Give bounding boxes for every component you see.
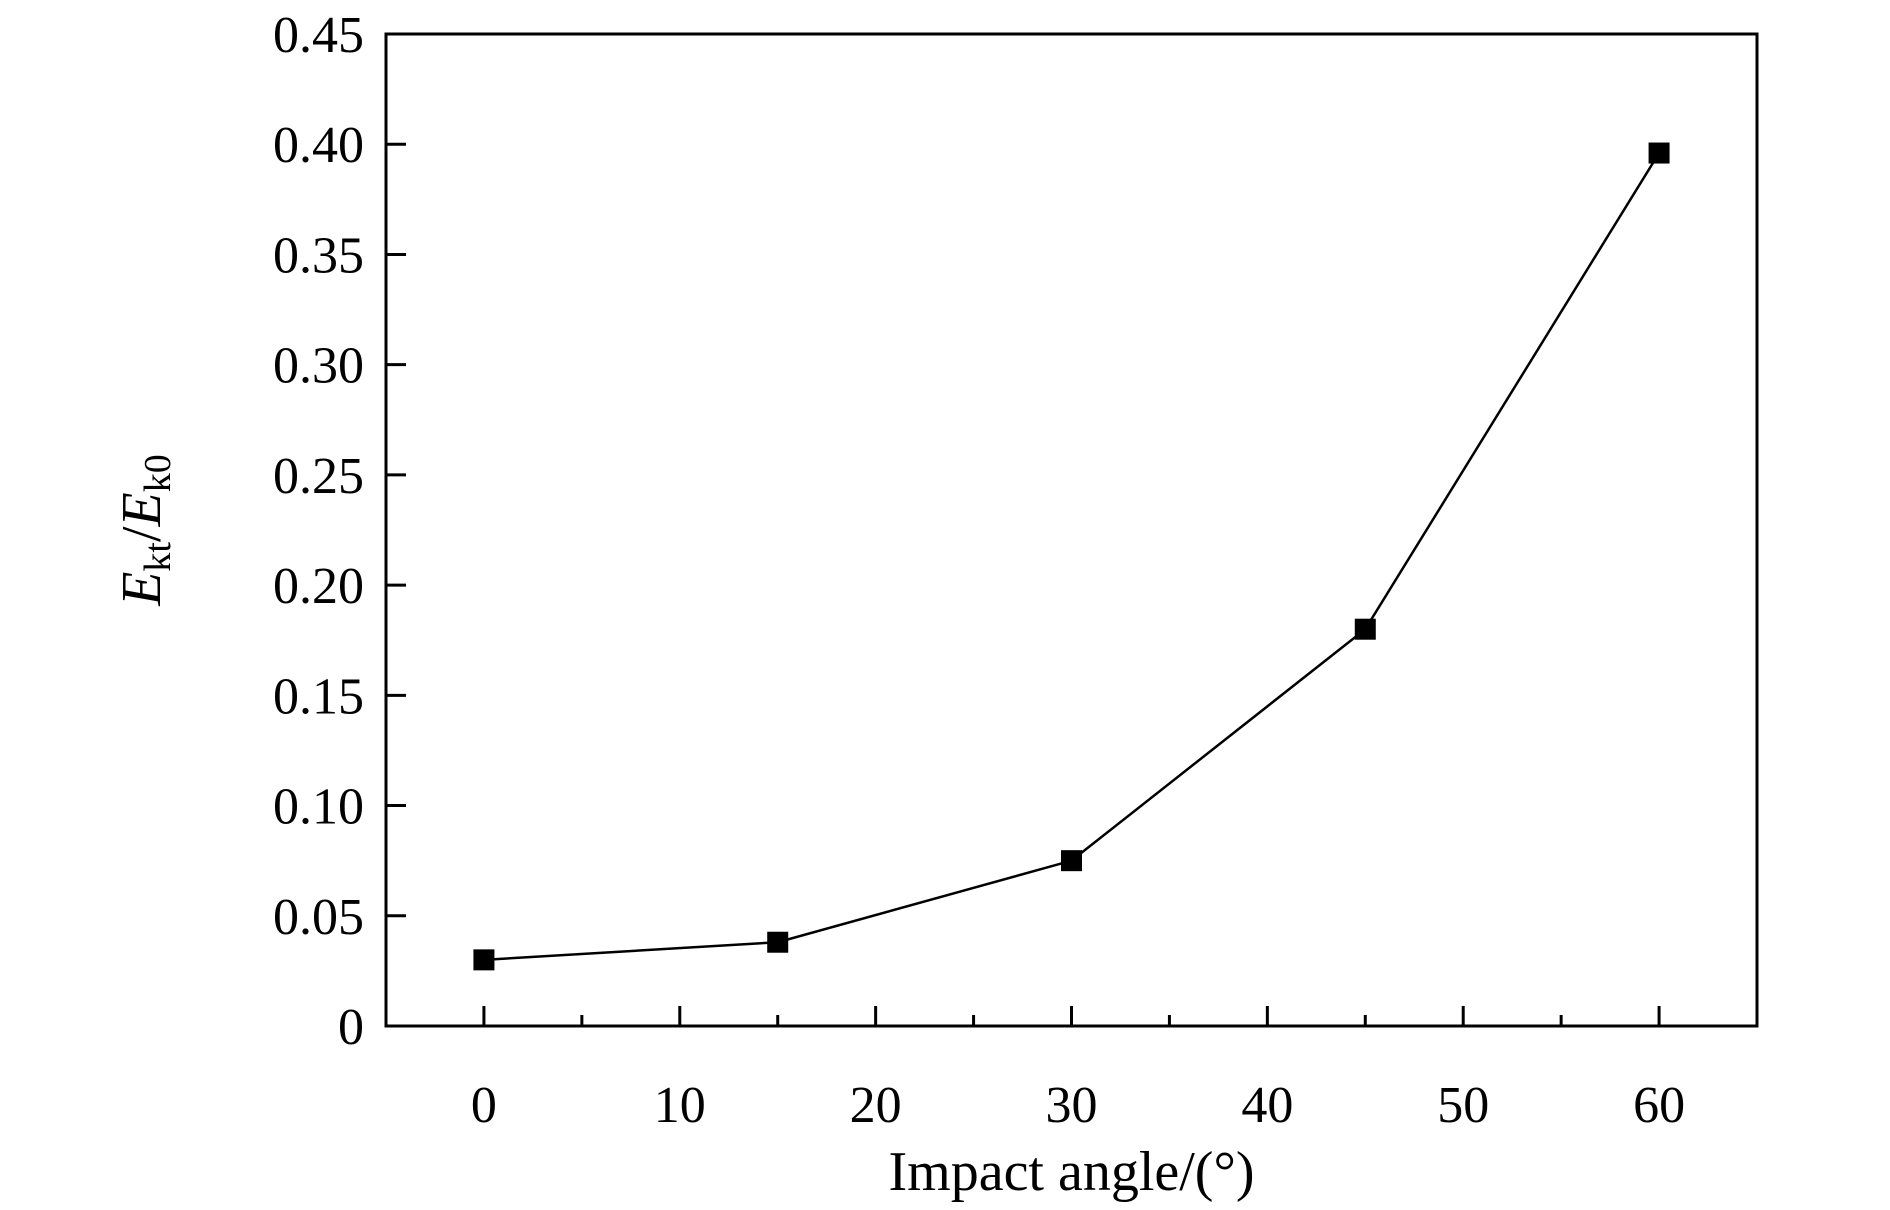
data-point-marker	[1354, 618, 1376, 640]
x-tick-label: 20	[850, 1077, 902, 1134]
x-tick-label: 60	[1633, 1077, 1685, 1134]
y-axis-title-part: E	[111, 492, 173, 527]
x-tick-label: 0	[471, 1077, 497, 1134]
axes: 0 10 20 30 40 50 60 0 0.05 0.10 0.15 0.20 0.25 0.30 0.…	[273, 7, 1759, 1134]
data-point-marker	[1061, 850, 1082, 872]
x-tick-label: 10	[654, 1077, 706, 1134]
y-tick-label: 0.15	[273, 668, 364, 725]
x-tick-label: 40	[1241, 1077, 1293, 1134]
x-tick-label: 50	[1437, 1077, 1489, 1134]
y-tick-label: 0.25	[273, 448, 364, 505]
y-axis-title-part: E	[111, 572, 173, 607]
y-tick-label: 0.35	[273, 227, 364, 284]
y-axis-title-part: k0	[137, 454, 179, 492]
y-tick-label: 0.05	[273, 889, 364, 946]
y-tick-label: 0	[338, 999, 364, 1056]
y-axis-title: Ekt/Ek0	[111, 454, 179, 607]
y-tick-label: 0.10	[273, 779, 364, 836]
y-tick-label: 0.45	[273, 7, 364, 64]
plot-area	[473, 142, 1670, 971]
data-point-marker	[767, 931, 789, 953]
data-point-marker	[473, 949, 495, 971]
y-tick-label: 0.30	[273, 338, 364, 395]
y-tick-label: 0.40	[273, 117, 364, 174]
y-axis-title-part: kt	[137, 542, 179, 572]
y-tick-label: 0.20	[273, 558, 364, 615]
x-axis-title: Impact angle/(°)	[889, 1141, 1255, 1203]
y-axis-title-part: /	[111, 526, 173, 542]
x-tick-label: 30	[1046, 1077, 1098, 1134]
data-point-marker	[1648, 142, 1670, 164]
